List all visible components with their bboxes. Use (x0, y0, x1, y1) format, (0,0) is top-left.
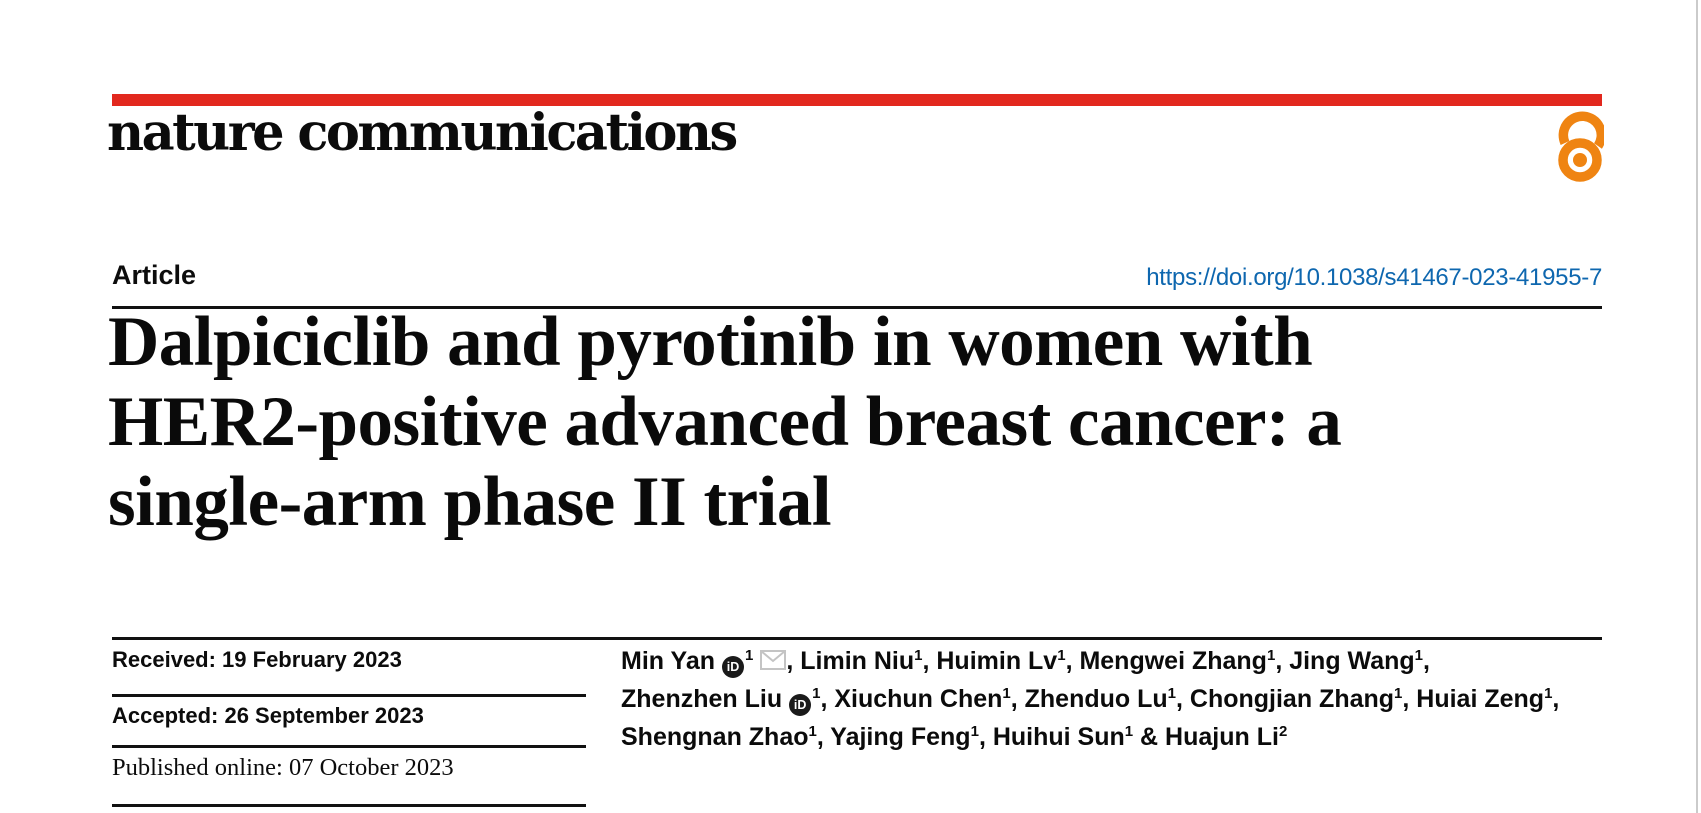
affiliation-superscript: 1 (1167, 685, 1177, 702)
author-name-text: , (1552, 685, 1560, 713)
author-list: Min Yan iD1, Limin Niu1, Huimin Lv1, Meng… (621, 645, 1621, 759)
author-name-text: Min Yan (621, 647, 716, 675)
author-name-text: , (1423, 647, 1430, 675)
author-name-text: , Xiuchun Chen (820, 685, 1003, 713)
title-separator-rule (112, 637, 1602, 640)
affiliation-superscript: 1 (914, 647, 923, 664)
page-edge (1696, 0, 1698, 813)
author-line: Zhenzhen Liu iD1, Xiuchun Chen1, Zhenduo … (621, 683, 1621, 721)
author-name-text: , Jing Wang (1275, 647, 1415, 675)
affiliation-superscript: 1 (970, 723, 979, 740)
journal-logo: nature communications (107, 103, 738, 163)
author-name-text: , Mengwei Zhang (1065, 647, 1267, 675)
author-name-text: , Limin Niu (786, 647, 915, 675)
affiliation-superscript: 1 (812, 685, 821, 702)
author-name-text: , Huimin Lv (922, 647, 1058, 675)
author-name-text: , Huiai Zeng (1402, 685, 1545, 713)
affiliation-superscript: 1 (1266, 647, 1276, 664)
brand-red-bar (112, 94, 1602, 106)
header-rule (112, 306, 1602, 309)
affiliation-superscript: 2 (1278, 723, 1288, 740)
title-line: HER2-positive advanced breast cancer: a (108, 383, 1342, 461)
accepted-date: Accepted: 26 September 2023 (112, 703, 424, 728)
published-date: Published online: 07 October 2023 (112, 754, 454, 781)
affiliation-superscript: 1 (1057, 647, 1066, 664)
author-name-text: , Chongjian Zhang (1176, 685, 1395, 713)
author-name-text: & Huajun Li (1133, 723, 1279, 751)
author-name-text: Shengnan Zhao (621, 723, 809, 751)
affiliation-superscript: 1 (745, 647, 754, 664)
orcid-icon[interactable]: iD (722, 656, 745, 678)
author-line: Shengnan Zhao1, Yajing Feng1, Huihui Sun… (621, 721, 1621, 759)
email-icon[interactable] (760, 646, 787, 679)
article-type-label: Article (112, 260, 197, 290)
title-line: Dalpiciclib and pyrotinib in women with (108, 303, 1313, 381)
article-title: Dalpiciclib and pyrotinib in women with … (108, 302, 1588, 542)
date-rule (112, 804, 586, 807)
affiliation-superscript: 1 (1394, 685, 1403, 702)
doi-link[interactable]: https://doi.org/10.1038/s41467-023-41955… (1146, 264, 1602, 291)
author-name-text: Zhenzhen Liu (621, 685, 783, 713)
affiliation-superscript: 1 (1002, 685, 1011, 702)
received-date: Received: 19 February 2023 (112, 647, 402, 672)
title-line: single-arm phase II trial (108, 463, 832, 541)
orcid-icon[interactable]: iD (789, 694, 812, 716)
date-rule (112, 694, 586, 697)
author-name-text: , Zhenduo Lu (1010, 685, 1168, 713)
author-name-text: , Yajing Feng (816, 723, 971, 751)
affiliation-superscript: 1 (1544, 685, 1553, 702)
date-rule (112, 745, 586, 748)
author-name-text: , Huihui Sun (978, 723, 1125, 751)
affiliation-superscript: 1 (1414, 647, 1423, 664)
affiliation-superscript: 1 (808, 723, 817, 740)
author-line: Min Yan iD1, Limin Niu1, Huimin Lv1, Meng… (621, 645, 1621, 683)
open-access-icon (1556, 110, 1607, 182)
affiliation-superscript: 1 (1124, 723, 1134, 740)
